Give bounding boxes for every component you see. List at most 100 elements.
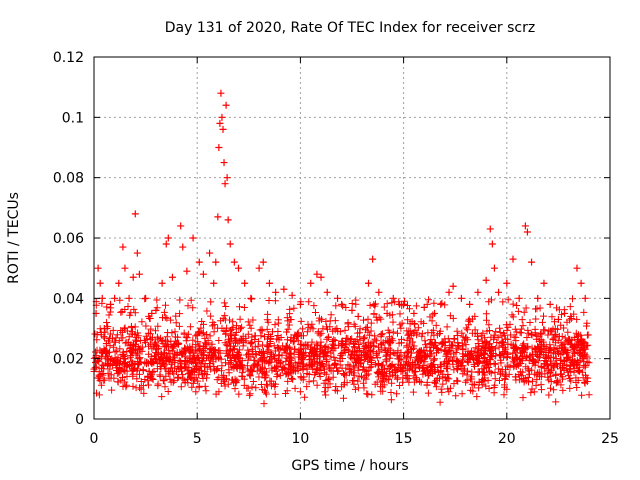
data-point	[177, 222, 185, 230]
data-point	[534, 294, 542, 302]
data-point	[94, 264, 102, 272]
data-point	[199, 270, 207, 278]
x-tick-label: 20	[498, 431, 516, 447]
data-point	[265, 279, 273, 287]
data-point	[488, 240, 496, 248]
data-point	[214, 213, 222, 221]
data-point	[490, 264, 498, 272]
data-point	[189, 234, 197, 242]
data-point	[573, 264, 581, 272]
data-point	[338, 300, 346, 308]
data-point	[323, 288, 331, 296]
data-point	[179, 243, 187, 251]
x-tick-label: 25	[601, 431, 619, 447]
data-point	[164, 234, 172, 242]
data-point	[457, 294, 465, 302]
data-point	[226, 240, 234, 248]
data-point	[148, 309, 156, 317]
data-point	[296, 300, 304, 308]
data-point	[474, 288, 482, 296]
data-point	[212, 258, 220, 266]
data-point	[220, 159, 228, 167]
data-point	[183, 267, 191, 275]
data-point	[121, 264, 129, 272]
data-points	[92, 89, 589, 348]
data-point	[369, 255, 377, 263]
data-point	[219, 125, 227, 133]
data-point	[486, 225, 494, 233]
data-point	[100, 325, 108, 332]
data-point	[431, 309, 439, 317]
data-point	[93, 331, 101, 339]
data-point	[247, 294, 255, 302]
data-point	[272, 288, 280, 296]
x-tick-label: 5	[193, 431, 202, 447]
data-point	[206, 249, 214, 257]
data-point	[389, 294, 397, 302]
data-point	[218, 113, 226, 121]
data-point	[142, 294, 150, 302]
data-point	[119, 243, 127, 251]
data-point	[400, 300, 408, 308]
y-tick-label: 0.1	[62, 110, 84, 126]
data-point	[221, 180, 229, 188]
data-point	[528, 258, 536, 266]
data-point	[317, 273, 325, 281]
data-point	[217, 89, 225, 97]
y-axis-ticks: 0 0.02 0.04 0.06 0.08 0.1 0.12	[53, 50, 610, 428]
data-point	[216, 119, 224, 127]
data-point	[210, 279, 218, 287]
data-point	[133, 249, 141, 257]
chart-title: Day 131 of 2020, Rate Of TEC Index for r…	[165, 20, 535, 36]
data-point	[375, 288, 383, 296]
data-point	[115, 279, 123, 287]
data-point	[523, 228, 531, 236]
data-point	[577, 279, 585, 287]
data-point	[521, 222, 529, 230]
dense-scatter-band	[90, 295, 593, 408]
y-tick-label: 0	[75, 412, 84, 428]
data-point	[111, 294, 119, 302]
y-tick-label: 0.12	[53, 50, 84, 66]
data-point	[168, 273, 176, 281]
data-point	[348, 306, 356, 314]
x-axis-label: GPS time / hours	[291, 458, 408, 474]
x-axis-ticks: 0 5 10 15 20 25	[90, 57, 619, 447]
data-point	[280, 285, 288, 293]
data-point	[230, 258, 238, 266]
data-point	[215, 144, 223, 151]
data-point	[540, 279, 548, 287]
data-point	[307, 279, 315, 287]
data-point	[158, 279, 166, 287]
data-point	[445, 288, 453, 296]
data-point	[581, 294, 589, 302]
data-point	[125, 294, 133, 302]
data-point	[495, 288, 503, 296]
data-point	[567, 312, 575, 320]
data-point	[466, 300, 474, 308]
y-tick-label: 0.02	[53, 352, 84, 368]
data-point	[509, 255, 517, 263]
data-point	[255, 264, 263, 272]
y-axis-label: ROTI / TECUs	[6, 192, 22, 284]
data-point	[288, 291, 296, 299]
data-point	[437, 300, 445, 308]
data-point	[223, 174, 231, 182]
data-point	[515, 294, 523, 302]
y-tick-label: 0.06	[53, 231, 84, 247]
data-point	[195, 258, 203, 266]
data-point	[503, 279, 511, 287]
data-point	[234, 264, 242, 272]
x-tick-label: 0	[90, 431, 99, 447]
x-tick-label: 15	[395, 431, 413, 447]
data-point	[241, 279, 249, 287]
y-tick-label: 0.04	[53, 291, 84, 307]
data-point	[96, 279, 104, 287]
data-point	[313, 270, 321, 278]
data-point	[482, 276, 490, 284]
dense-marker-cloud	[90, 295, 593, 408]
data-point	[152, 306, 160, 314]
data-point	[259, 258, 267, 266]
